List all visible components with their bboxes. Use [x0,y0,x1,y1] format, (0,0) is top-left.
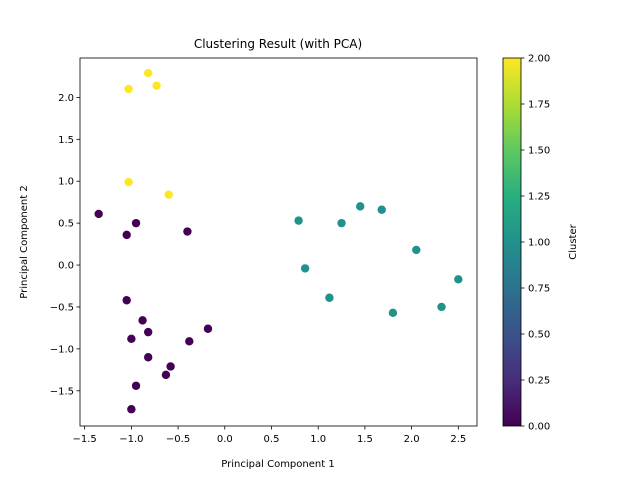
data-point-cluster-2 [152,81,161,90]
data-point-cluster-2 [143,68,153,78]
x-tick-label: −0.5 [166,434,190,445]
data-point-cluster-1 [294,216,303,225]
data-point-cluster-0 [143,327,153,337]
y-axis-label: Principal Component 2 [19,185,30,298]
x-tick-label: 1.5 [357,434,373,445]
data-point-cluster-0 [166,362,175,371]
colorbar-tick-label: 0.25 [528,376,550,387]
x-tick-label: 1.0 [310,434,326,445]
colorbar-tick-label: 1.00 [528,238,550,249]
data-point-cluster-0 [127,405,136,414]
colorbar-tick-label: 2.00 [528,54,550,65]
y-tick-label: 0.5 [58,219,74,230]
data-point-cluster-2 [164,190,173,199]
data-point-cluster-0 [122,296,131,305]
y-axis-ticks: −1.5 −1.0 −0.5 0.0 0.5 1.0 1.5 2.0 [50,93,80,397]
y-tick-label: −1.0 [50,344,74,355]
colorbar-tick-label: 1.50 [528,146,550,157]
x-axis-label: Principal Component 1 [221,459,334,470]
x-tick-label: 0.0 [217,434,233,445]
data-point-cluster-0 [131,381,141,390]
data-point-cluster-1 [412,245,421,255]
data-point-cluster-0 [185,337,194,346]
y-tick-label: −1.5 [50,386,74,397]
colorbar-tick-label: 1.75 [528,100,550,111]
y-tick-label: 2.0 [58,93,74,104]
plot-frame [79,57,478,427]
data-point-cluster-0 [203,324,213,333]
colorbar-tick-label: 1.25 [528,192,550,203]
data-point-cluster-0 [131,218,141,228]
data-point-cluster-1 [454,275,463,284]
data-point-cluster-0 [143,353,153,362]
data-point-cluster-0 [127,334,136,344]
data-point-cluster-1 [437,302,446,312]
y-tick-label: −0.5 [50,302,74,313]
x-tick-label: 2.5 [450,434,466,445]
y-tick-label: 1.5 [58,135,74,146]
data-point-cluster-0 [138,316,147,325]
colorbar-ticks: 0.00 0.25 0.50 0.75 1.00 1.25 1.50 1.75 2.00 [521,54,550,433]
data-points [94,68,463,414]
data-point-cluster-1 [388,308,398,318]
x-tick-label: −1.0 [119,434,143,445]
data-point-cluster-0 [94,209,103,219]
colorbar-tick-label: 0.75 [528,284,550,295]
colorbar-label: Cluster [568,223,579,259]
x-tick-label: 2.0 [404,434,420,445]
data-point-cluster-1 [325,293,334,302]
y-tick-label: 0.0 [58,261,74,272]
colorbar-tick-label: 0.00 [528,422,550,433]
data-point-cluster-1 [300,264,310,273]
chart-title: Clustering Result (with PCA) [194,37,362,51]
data-point-cluster-2 [124,177,133,187]
y-tick-label: 1.0 [58,177,74,188]
data-point-cluster-0 [183,227,192,236]
colorbar [503,58,521,426]
data-point-cluster-1 [356,202,365,211]
data-point-cluster-1 [377,205,386,214]
data-point-cluster-0 [122,230,131,240]
data-point-cluster-0 [161,370,171,380]
data-point-cluster-2 [124,84,133,94]
x-tick-label: 0.5 [264,434,280,445]
x-axis-ticks: −1.5 −1.0 −0.5 0.0 0.5 1.0 1.5 2.0 2.5 [73,426,466,445]
colorbar-tick-label: 0.50 [528,330,550,341]
x-tick-label: −1.5 [73,434,97,445]
data-point-cluster-1 [337,218,346,228]
